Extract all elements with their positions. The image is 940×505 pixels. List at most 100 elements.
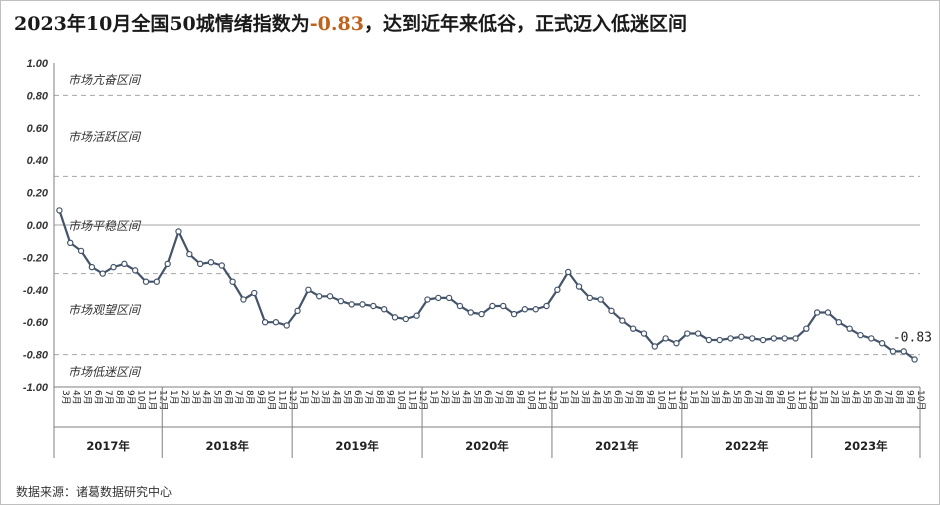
- x-tick-month: 2月: [699, 390, 710, 405]
- x-tick-month: 10月: [136, 390, 147, 410]
- x-tick-month: 12月: [287, 390, 298, 410]
- data-point: [489, 302, 496, 310]
- zone-label: 市场亢奋区间: [68, 73, 142, 87]
- data-point: [294, 307, 301, 315]
- data-point: [456, 302, 464, 310]
- data-point: [478, 310, 485, 318]
- data-point: [99, 270, 106, 277]
- data-point: [727, 335, 734, 342]
- x-tick-month: 7月: [883, 390, 894, 405]
- x-tick-month: 4月: [201, 390, 212, 405]
- x-tick-month: 10月: [525, 390, 536, 410]
- y-tick-label: -0.20: [23, 252, 49, 264]
- x-tick-month: 9月: [774, 390, 785, 405]
- x-tick-month: 3月: [709, 390, 720, 405]
- x-tick-month: 12月: [677, 390, 688, 410]
- y-tick-label: -0.80: [23, 350, 49, 362]
- data-point: [229, 278, 236, 285]
- zone-label: 市场平稳区间: [68, 219, 142, 233]
- x-tick-month: 9月: [255, 390, 266, 405]
- data-point: [142, 278, 150, 285]
- data-point: [792, 335, 799, 342]
- data-point: [900, 348, 907, 355]
- x-tick-month: 9月: [644, 390, 655, 405]
- x-tick-month: 2月: [439, 390, 450, 405]
- data-point: [196, 260, 204, 268]
- last-value-label: -0.83: [893, 331, 932, 346]
- x-tick-month: 10月: [655, 390, 666, 410]
- x-tick-month: 2月: [179, 390, 190, 405]
- data-point: [305, 286, 312, 293]
- data-point: [261, 319, 269, 326]
- x-tick-month: 11月: [796, 390, 807, 410]
- x-tick-month: 10月: [395, 390, 406, 410]
- data-point: [186, 250, 193, 258]
- x-tick-month: 1月: [818, 390, 829, 405]
- x-tick-month: 8月: [504, 390, 515, 405]
- y-tick-label: 0.60: [27, 123, 49, 135]
- x-tick-month: 1月: [168, 390, 179, 405]
- data-point: [510, 310, 518, 318]
- data-point: [56, 207, 63, 214]
- data-point: [857, 331, 864, 339]
- data-point: [543, 302, 550, 310]
- x-tick-month: 1月: [688, 390, 699, 405]
- y-tick-label: -1.00: [23, 382, 49, 394]
- data-source-note: 数据来源：诸葛数据研究中心: [16, 485, 173, 499]
- x-tick-month: 10月: [915, 390, 926, 410]
- data-point: [749, 335, 756, 342]
- data-point: [326, 293, 334, 300]
- data-point: [759, 336, 767, 344]
- data-point: [164, 260, 171, 268]
- data-point: [348, 301, 355, 308]
- y-tick-label: -0.40: [23, 285, 49, 297]
- x-tick-month: 8月: [893, 390, 904, 405]
- x-tick-month: 6月: [872, 390, 883, 405]
- data-point: [121, 260, 128, 268]
- data-point: [629, 325, 637, 332]
- data-point: [445, 294, 453, 302]
- x-tick-month: 3月: [60, 390, 71, 405]
- data-point: [316, 293, 323, 300]
- data-point: [705, 336, 713, 344]
- x-tick-month: 3月: [320, 390, 331, 405]
- data-point: [370, 302, 377, 310]
- x-tick-month: 6月: [742, 390, 753, 405]
- data-point: [716, 336, 723, 344]
- x-tick-month: 6月: [92, 390, 103, 405]
- data-point: [435, 294, 442, 302]
- x-year-label: 2017年: [86, 439, 130, 453]
- x-tick-month: 7月: [753, 390, 764, 405]
- y-tick-label: 1.00: [27, 58, 49, 70]
- x-tick-month: 11月: [536, 390, 547, 410]
- x-tick-month: 4月: [720, 390, 731, 405]
- data-point: [521, 306, 529, 313]
- x-tick-month: 12月: [417, 390, 428, 410]
- data-point: [911, 356, 918, 363]
- data-point: [738, 333, 745, 340]
- data-point: [662, 335, 669, 342]
- data-point: [619, 317, 626, 324]
- data-point: [651, 343, 658, 350]
- x-tick-month: 1月: [558, 390, 569, 405]
- data-point: [608, 307, 615, 315]
- data-point: [467, 309, 474, 316]
- data-point: [110, 263, 117, 271]
- data-point: [67, 239, 74, 247]
- data-point: [391, 314, 399, 321]
- data-point: [564, 268, 572, 276]
- data-point: [554, 286, 561, 293]
- x-tick-month: 4月: [590, 390, 601, 405]
- data-point: [77, 247, 85, 255]
- x-tick-month: 3月: [580, 390, 591, 405]
- data-point: [813, 309, 821, 316]
- x-year-label: 2018年: [205, 439, 249, 453]
- data-point: [153, 278, 161, 285]
- x-tick-month: 5月: [82, 390, 93, 405]
- x-tick-month: 6月: [352, 390, 363, 405]
- data-point: [207, 259, 215, 266]
- data-point: [868, 335, 875, 342]
- x-tick-month: 1月: [428, 390, 439, 405]
- data-point: [835, 319, 843, 326]
- x-tick-month: 3月: [190, 390, 201, 405]
